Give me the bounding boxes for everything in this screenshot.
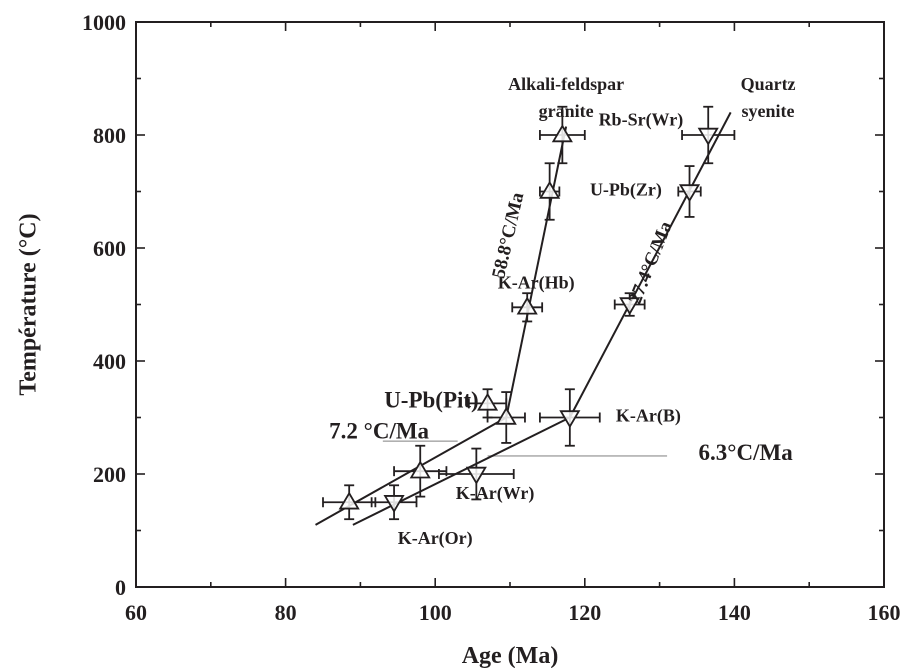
annotation-label: U-Pb(Zr) [590,179,662,200]
annotation-label: granite [539,101,594,121]
data-point [322,484,377,521]
triangle-up-marker [539,180,561,199]
x-tick-label: 160 [868,600,901,625]
y-tick-label: 600 [93,236,126,261]
y-tick-label: 400 [93,349,126,374]
fit-line [505,126,568,418]
data-point [677,165,702,218]
annotation-label: K-Ar(Or) [398,528,473,549]
leader-lines [382,440,668,457]
data-point [370,484,418,521]
triangle-up-marker [409,460,431,479]
data-point [511,292,544,323]
data-point [539,105,586,165]
triangle-down-marker [619,297,641,316]
annotation-label: 6.3°C/Ma [699,440,794,465]
annotation-label: K-Ar(B) [616,405,681,426]
x-tick-label: 60 [125,600,147,625]
x-tick-label: 140 [718,600,751,625]
data-point [393,444,448,498]
annotation-label: U-Pb(Pit) [384,387,479,412]
triangle-down-marker [465,466,487,485]
triangle-down-marker [678,184,701,203]
data-point [681,105,736,165]
x-tick-label: 80 [275,600,297,625]
annotation-label: 7.2 °C/Ma [329,418,429,443]
data-point [613,292,646,317]
data-point [467,388,508,419]
annotation-label: Quartz [741,74,796,94]
y-axis-label: Température (°C) [16,213,42,395]
triangle-up-marker [476,392,499,411]
triangle-down-marker [383,495,405,514]
data-point [539,162,561,221]
fit-line [352,416,571,526]
y-tick-label: 0 [115,575,126,600]
data-point [438,447,515,501]
x-axis-label: Age (Ma) [462,643,559,668]
x-tick-label: 100 [419,600,452,625]
annotation-label: K-Ar(Hb) [498,273,575,294]
axis-ticks: 60 80 100 120 140 160 0 200 400 600 800 1000 [82,10,901,625]
data-point [539,388,601,447]
triangle-up-marker [338,491,360,510]
annotation-label: syenite [742,101,795,121]
triangle-up-marker [516,296,538,315]
annotation-label: K-Ar(Wr) [456,483,535,504]
y-tick-label: 1000 [82,10,126,35]
annotation-label: Alkali-feldspar [508,74,624,94]
data-point [486,391,526,444]
annotation-label: Rb-Sr(Wr) [599,109,684,130]
triangle-up-marker [551,124,573,143]
triangle-up-marker [495,406,517,425]
data-points [322,105,736,521]
y-tick-label: 800 [93,123,126,148]
x-tick-label: 120 [568,600,601,625]
triangle-down-marker [697,127,719,146]
y-tick-label: 200 [93,462,126,487]
triangle-down-marker [559,410,581,429]
